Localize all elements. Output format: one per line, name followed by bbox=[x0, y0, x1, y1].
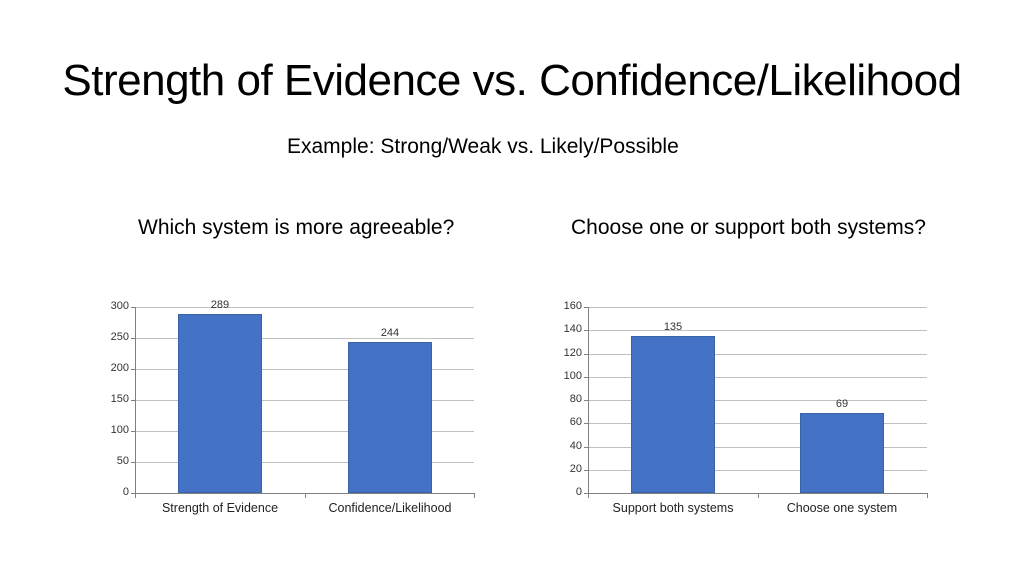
question-left: Which system is more agreeable? bbox=[138, 216, 455, 239]
y-tick-mark bbox=[131, 307, 136, 308]
question-right: Choose one or support both systems? bbox=[571, 216, 926, 239]
gridline bbox=[588, 469, 927, 471]
y-tick-label: 80 bbox=[569, 393, 582, 405]
x-tick-mark bbox=[474, 493, 475, 498]
x-tick-mark bbox=[135, 493, 136, 498]
gridline bbox=[588, 307, 927, 308]
y-tick-label: 40 bbox=[569, 439, 582, 452]
category-label: Choose one system bbox=[786, 501, 898, 515]
bar-value-label: 244 bbox=[380, 326, 400, 339]
bar bbox=[178, 313, 262, 493]
y-tick-label: 300 bbox=[110, 300, 129, 312]
slide-subtitle: Example: Strong/Weak vs. Likely/Possible bbox=[287, 135, 679, 158]
gridline bbox=[135, 462, 474, 463]
bar-value-label: 289 bbox=[210, 298, 230, 311]
bar bbox=[800, 412, 884, 493]
gridline bbox=[135, 431, 474, 432]
category-label: Confidence/Likelihood bbox=[328, 501, 452, 515]
y-tick-label: 160 bbox=[563, 300, 582, 312]
x-tick-mark bbox=[304, 493, 306, 498]
y-tick-mark bbox=[131, 431, 136, 432]
y-tick-label: 100 bbox=[563, 369, 582, 382]
x-tick-mark bbox=[757, 493, 759, 498]
y-tick-label: 0 bbox=[122, 486, 129, 498]
y-tick-mark bbox=[584, 330, 589, 332]
y-tick-mark bbox=[131, 369, 136, 370]
bar bbox=[348, 341, 432, 493]
x-tick-mark bbox=[927, 493, 928, 498]
gridline bbox=[135, 400, 474, 401]
y-tick-mark bbox=[584, 307, 589, 308]
y-tick-mark bbox=[131, 400, 136, 401]
gridline bbox=[135, 369, 474, 370]
bar bbox=[631, 336, 715, 493]
y-tick-label: 50 bbox=[116, 455, 129, 467]
gridline bbox=[588, 376, 927, 378]
y-tick-label: 100 bbox=[110, 424, 129, 436]
y-tick-mark bbox=[584, 469, 589, 471]
y-tick-label: 250 bbox=[110, 331, 129, 343]
gridline bbox=[588, 330, 927, 332]
y-tick-label: 20 bbox=[569, 462, 582, 475]
y-axis bbox=[588, 307, 589, 493]
gridline bbox=[588, 353, 927, 355]
y-tick-mark bbox=[131, 493, 136, 494]
bar-value-label: 135 bbox=[663, 321, 683, 334]
category-label: Support both systems bbox=[612, 501, 734, 515]
y-tick-label: 0 bbox=[575, 486, 582, 498]
y-tick-mark bbox=[584, 423, 589, 425]
y-tick-mark bbox=[131, 338, 136, 339]
y-tick-label: 60 bbox=[569, 416, 582, 429]
y-tick-mark bbox=[584, 376, 589, 378]
y-tick-mark bbox=[584, 353, 589, 355]
gridline bbox=[588, 446, 927, 448]
y-tick-label: 200 bbox=[110, 362, 129, 374]
y-tick-mark bbox=[584, 493, 589, 494]
bar-value-label: 69 bbox=[835, 397, 849, 410]
y-tick-mark bbox=[131, 462, 136, 463]
gridline bbox=[135, 338, 474, 339]
y-tick-label: 140 bbox=[563, 323, 582, 336]
gridline bbox=[588, 423, 927, 425]
category-label: Strength of Evidence bbox=[161, 501, 279, 515]
gridline bbox=[135, 307, 474, 308]
slide-title: Strength of Evidence vs. Confidence/Like… bbox=[62, 56, 962, 105]
x-tick-mark bbox=[588, 493, 589, 498]
y-axis bbox=[135, 307, 136, 493]
y-tick-mark bbox=[584, 446, 589, 448]
y-tick-mark bbox=[584, 400, 589, 401]
gridline bbox=[588, 400, 927, 401]
y-tick-label: 120 bbox=[563, 346, 582, 359]
y-tick-label: 150 bbox=[110, 393, 129, 405]
